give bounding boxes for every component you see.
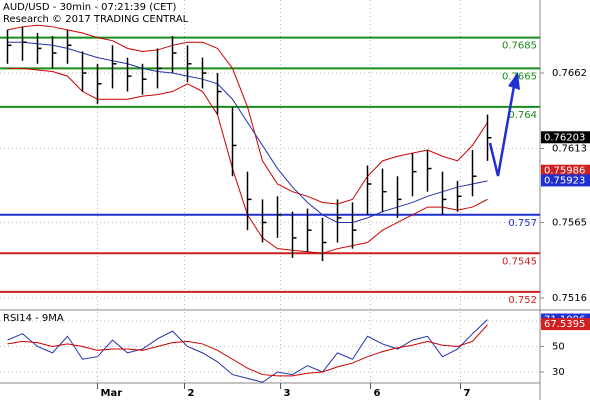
y-tick-label: 0.7516 — [552, 293, 587, 304]
y-tick-label: 30 — [552, 367, 565, 378]
level-label: 0.752 — [508, 295, 537, 306]
price-marker — [541, 318, 590, 331]
x-tick-label: 3 — [284, 388, 291, 399]
forecast-arrowhead — [508, 72, 520, 90]
price-marker-label: 0.75986 — [544, 166, 585, 177]
level-label: 0.764 — [508, 110, 537, 121]
x-tick-label: Mar — [101, 388, 123, 399]
y-tick-label: 0.7662 — [552, 68, 587, 79]
y-tick-label: 50 — [552, 341, 565, 352]
price-marker-label: 0.75923 — [544, 175, 585, 186]
rsi-title: RSI14 - 9MA — [3, 313, 64, 324]
level-label: 0.7545 — [502, 256, 537, 267]
price-marker — [541, 131, 590, 144]
level-label: 0.7685 — [502, 41, 537, 52]
price-marker — [541, 164, 590, 177]
rsi-line — [7, 324, 488, 377]
y-tick-label: 0.7613 — [552, 144, 587, 155]
indicator-line — [7, 24, 488, 205]
chart-subtitle: Research © 2017 TRADING CENTRAL — [3, 14, 189, 25]
x-tick-label: 2 — [188, 388, 195, 399]
price-marker-label: 0.76203 — [544, 132, 585, 143]
indicator-line — [7, 41, 488, 223]
x-tick-label: 7 — [464, 388, 471, 399]
y-tick-label: 0.7565 — [552, 217, 587, 228]
price-marker-label: 67.5395 — [544, 319, 585, 330]
level-label: 0.757 — [508, 218, 537, 229]
level-label: 0.7665 — [502, 71, 537, 82]
x-tick-label: 6 — [374, 388, 381, 399]
price-marker — [541, 174, 590, 187]
chart-title: AUD/USD - 30min - 07:21:39 (CET) — [3, 2, 177, 13]
forecast-arrow — [488, 85, 516, 177]
rsi-line — [7, 319, 488, 383]
